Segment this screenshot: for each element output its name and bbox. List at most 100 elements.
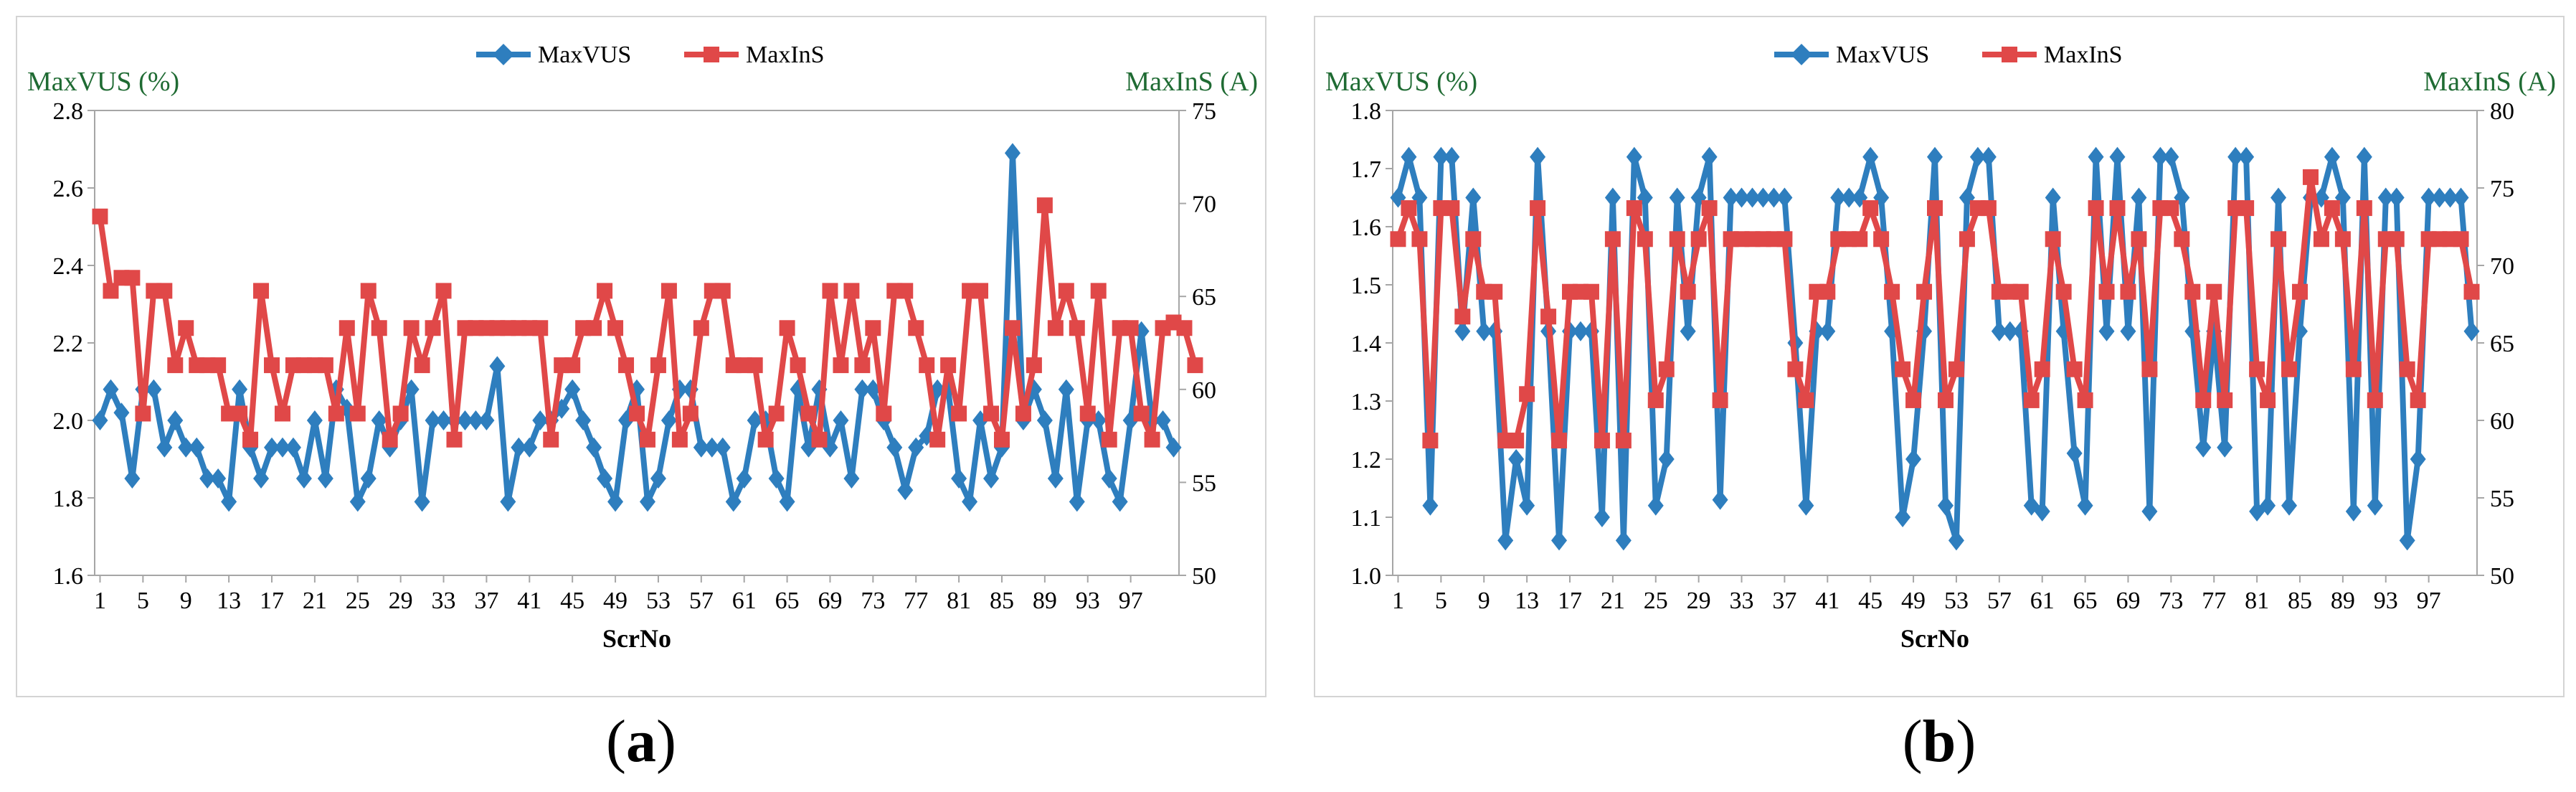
- data-point-maxins: [597, 283, 613, 299]
- data-point-maxvus: [951, 468, 967, 489]
- x-axis-tick-label: 61: [732, 588, 757, 614]
- x-axis-tick-label: 9: [180, 588, 192, 614]
- right-axis-tick-label: 55: [2490, 486, 2514, 512]
- data-point-maxvus: [2463, 321, 2480, 341]
- data-point-maxvus: [2399, 530, 2415, 551]
- data-point-maxvus: [1809, 321, 1825, 341]
- data-point-maxvus: [564, 379, 581, 400]
- data-point-maxins: [2453, 231, 2469, 248]
- caption-a: (a): [569, 707, 713, 776]
- data-point-maxins: [843, 283, 860, 299]
- data-point-maxins: [178, 320, 194, 336]
- x-axis-tick-label: 49: [603, 588, 628, 614]
- data-point-maxins: [1079, 405, 1096, 422]
- left-axis-tick-label: 2.2: [53, 331, 84, 357]
- legend-marker-diamond: [493, 44, 514, 65]
- data-point-maxvus: [1841, 187, 1857, 208]
- x-axis-tick-label: 57: [1987, 588, 2012, 614]
- data-point-maxins: [253, 283, 270, 299]
- data-point-maxins: [790, 357, 806, 374]
- left-axis-title: MaxVUS (%): [1325, 67, 1477, 97]
- x-axis-tick-label: 33: [432, 588, 456, 614]
- x-axis-tick-label: 53: [1944, 588, 1969, 614]
- data-point-maxvus: [511, 437, 527, 458]
- data-point-maxvus: [586, 437, 602, 458]
- data-point-maxins: [1454, 308, 1471, 325]
- left-axis-tick-label: 1.7: [1351, 156, 1382, 183]
- data-point-maxvus: [768, 468, 785, 489]
- x-axis-tick-label: 77: [904, 588, 928, 614]
- data-point-maxvus: [897, 480, 914, 501]
- data-point-maxvus: [575, 410, 592, 430]
- data-point-maxins: [2399, 361, 2415, 377]
- data-point-maxins: [1444, 200, 1460, 217]
- data-point-maxvus: [435, 410, 452, 430]
- data-point-maxvus: [660, 410, 677, 430]
- data-point-maxins: [2109, 200, 2126, 217]
- right-axis-title: MaxInS (A): [1125, 67, 1258, 97]
- x-axis-tick-label: 29: [389, 588, 413, 614]
- x-axis-tick-label: 37: [474, 588, 498, 614]
- data-point-maxvus: [1422, 495, 1439, 516]
- data-point-maxins: [2163, 200, 2179, 217]
- data-point-maxins: [1036, 197, 1053, 214]
- data-point-maxins: [2356, 200, 2372, 217]
- data-point-maxvus: [1497, 530, 1514, 551]
- data-point-maxvus: [983, 468, 1000, 489]
- data-point-maxins: [242, 431, 259, 448]
- legend-marker-square: [2002, 47, 2017, 62]
- data-point-maxins: [2098, 283, 2115, 300]
- data-point-maxins: [1959, 231, 1975, 248]
- data-point-maxvus: [1927, 146, 1943, 167]
- x-axis-tick-label: 69: [818, 588, 842, 614]
- data-point-maxvus: [2217, 437, 2233, 458]
- data-point-maxvus: [317, 468, 333, 489]
- data-point-maxins: [2088, 200, 2104, 217]
- data-point-maxins: [2238, 200, 2255, 217]
- data-point-maxvus: [500, 491, 516, 512]
- data-point-maxvus: [178, 437, 194, 458]
- data-point-maxins: [2291, 283, 2308, 300]
- x-axis-tick-label: 1: [1392, 588, 1404, 614]
- data-point-maxins: [371, 320, 387, 336]
- data-point-maxins: [414, 357, 430, 374]
- data-point-maxins: [532, 320, 549, 336]
- x-axis-title: ScrNo: [602, 624, 671, 653]
- x-axis-tick-label: 93: [2374, 588, 2398, 614]
- data-point-maxins: [264, 357, 280, 374]
- data-point-maxvus: [1047, 468, 1064, 489]
- data-point-maxins: [779, 320, 795, 336]
- right-axis-tick-label: 55: [1192, 470, 1216, 496]
- data-point-maxins: [919, 357, 935, 374]
- right-axis-title: MaxInS (A): [2423, 67, 2556, 97]
- left-axis-tick-label: 1.5: [1351, 273, 1382, 299]
- data-point-maxvus: [1776, 187, 1793, 208]
- data-point-maxins: [1798, 392, 1814, 408]
- x-axis-tick-label: 69: [2116, 588, 2140, 614]
- data-point-maxins: [650, 357, 666, 374]
- data-point-maxins: [1615, 433, 1632, 449]
- data-point-maxvus: [2088, 146, 2104, 167]
- left-axis-tick-label: 1.1: [1351, 505, 1382, 532]
- right-axis-tick-label: 60: [1192, 377, 1216, 404]
- chart-a-svg: 1.6 1.8 2.0 2.2 2.4 2.6 2.8 50 55 60 65 70 75 1 5 9 13 17…: [27, 42, 1258, 653]
- data-point-maxvus: [1444, 146, 1460, 167]
- data-point-maxvus: [274, 437, 290, 458]
- data-point-maxins: [1701, 200, 1718, 217]
- data-point-maxvus: [2109, 146, 2126, 167]
- x-axis-tick-label: 25: [1644, 588, 1668, 614]
- x-axis-tick-label: 17: [1558, 588, 1582, 614]
- data-point-maxins: [811, 431, 828, 448]
- x-axis-tick-label: 33: [1730, 588, 1754, 614]
- data-point-maxins: [2066, 361, 2083, 377]
- data-point-maxins: [1090, 283, 1107, 299]
- x-axis-tick-label: 89: [1033, 588, 1057, 614]
- left-axis-tick-label: 1.2: [1351, 447, 1382, 473]
- x-axis-tick-label: 65: [2073, 588, 2098, 614]
- data-point-maxins: [757, 431, 774, 448]
- data-point-maxvus: [2377, 187, 2394, 208]
- data-point-maxins: [1819, 283, 1836, 300]
- data-point-maxins: [929, 431, 946, 448]
- data-point-maxins: [2345, 361, 2362, 377]
- right-axis-tick-label: 70: [2490, 253, 2514, 280]
